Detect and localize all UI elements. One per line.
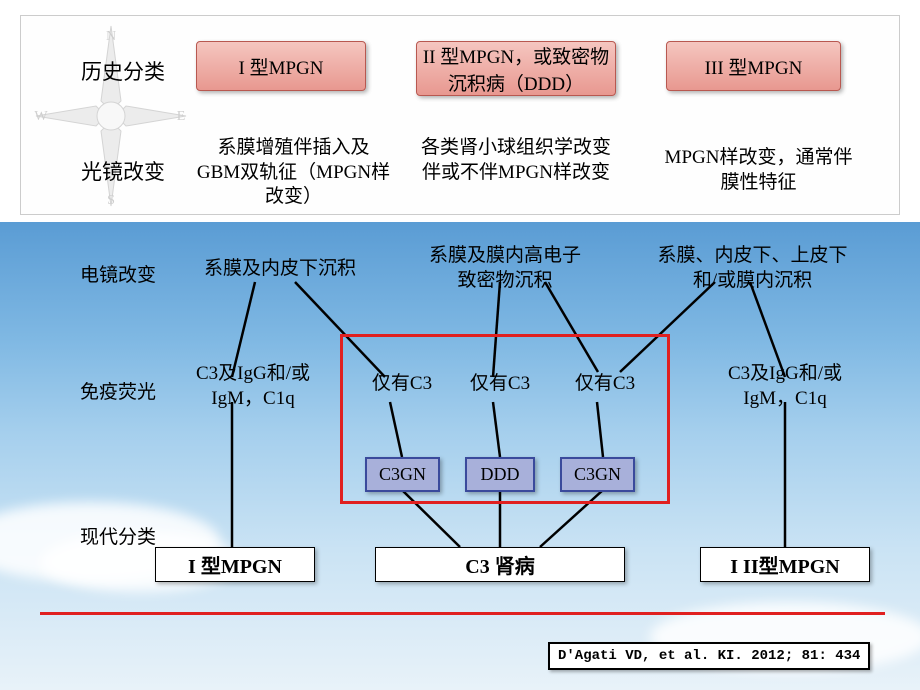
- red-underline: [40, 612, 885, 615]
- modern-box-2: C3 肾病: [375, 547, 625, 582]
- if-igg-1: C3及IgG和/或IgM，C1q: [188, 362, 318, 411]
- type-box-3: III 型MPGN: [666, 41, 841, 91]
- small-box-c3gn-right: C3GN: [560, 457, 635, 492]
- svg-text:W: W: [34, 109, 48, 124]
- compass-icon: N W E S: [21, 16, 201, 216]
- if-igg-3: C3及IgG和/或IgM，C1q: [720, 362, 850, 411]
- label-light-micro: 光镜改变: [81, 156, 165, 186]
- label-immuno-fluor: 免疫荧光: [80, 377, 156, 404]
- label-modern: 现代分类: [80, 522, 156, 549]
- light-desc-1: 系膜增殖伴插入及GBM双轨征（MPGN样改变）: [196, 136, 391, 210]
- lower-panel: 电镜改变 免疫荧光 现代分类 系膜及内皮下沉积 系膜及膜内高电子致密物沉积 系膜…: [0, 222, 920, 690]
- top-panel: N W E S 历史分类 光镜改变 I 型MPGN II 型MPGN，或致密物沉…: [20, 15, 900, 215]
- svg-text:N: N: [106, 29, 116, 44]
- svg-text:S: S: [107, 193, 115, 208]
- em-desc-2: 系膜及膜内高电子致密物沉积: [420, 244, 590, 293]
- modern-box-3: I II型MPGN: [700, 547, 870, 582]
- svg-text:E: E: [177, 109, 186, 124]
- label-historical: 历史分类: [81, 56, 165, 86]
- small-box-c3gn-left: C3GN: [365, 457, 440, 492]
- light-desc-2: 各类肾小球组织学改变伴或不伴MPGN样改变: [421, 136, 611, 185]
- em-desc-3: 系膜、内皮下、上皮下和/或膜内沉积: [650, 244, 855, 293]
- em-desc-1: 系膜及内皮下沉积: [190, 257, 370, 282]
- type-box-2: II 型MPGN，或致密物沉积病（DDD）: [416, 41, 616, 96]
- citation: D'Agati VD, et al. KI. 2012; 81: 434: [548, 642, 870, 670]
- light-desc-3: MPGN样改变，通常伴膜性特征: [661, 146, 856, 195]
- modern-box-1: I 型MPGN: [155, 547, 315, 582]
- type-box-1: I 型MPGN: [196, 41, 366, 91]
- label-electron-micro: 电镜改变: [80, 260, 156, 287]
- small-box-ddd: DDD: [465, 457, 535, 492]
